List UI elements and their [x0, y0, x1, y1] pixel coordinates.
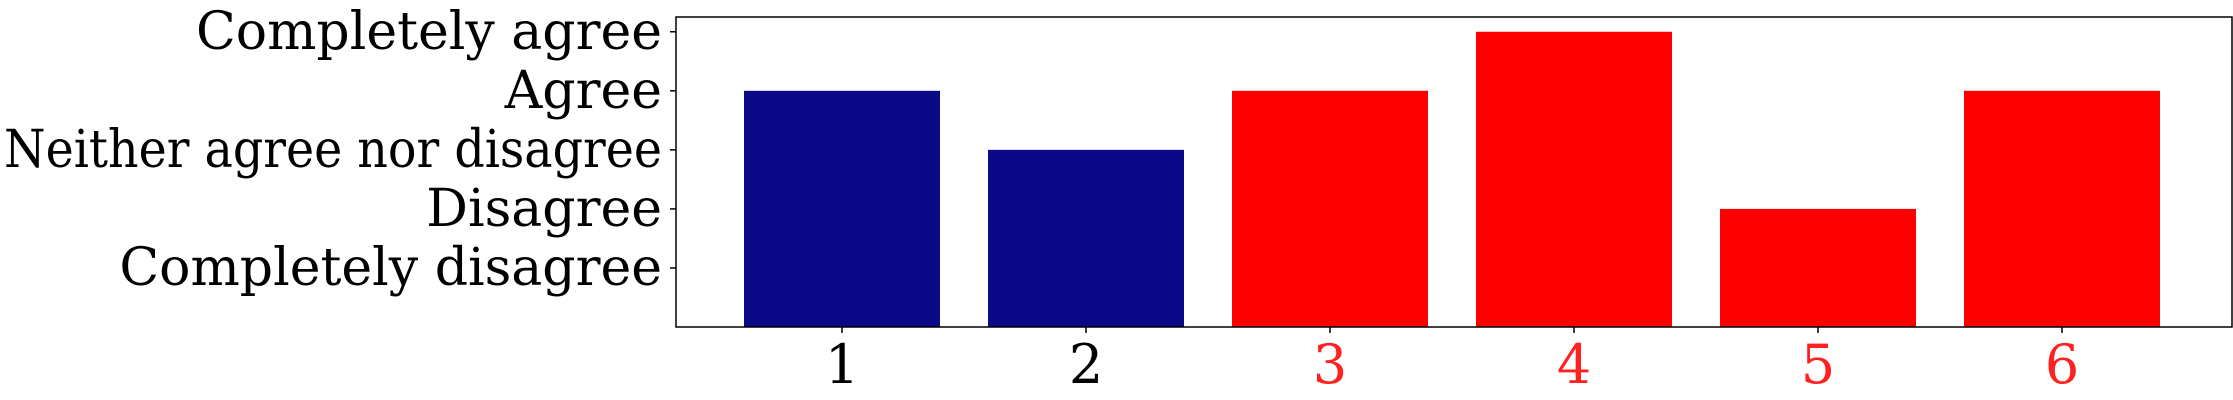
- y-tick-label-2: Disagree: [426, 179, 662, 239]
- bar-1: [744, 90, 940, 327]
- x-tick-label-2: 2: [1069, 333, 1103, 396]
- y-tick-label-1: Completely disagree: [119, 238, 662, 298]
- x-tick-label-3: 3: [1313, 333, 1347, 396]
- plot-frame: [675, 16, 2233, 328]
- x-tick-label-4: 4: [1557, 333, 1591, 396]
- bar-6: [1964, 90, 2160, 327]
- x-tick-label-6: 6: [2045, 333, 2079, 396]
- bars-group: [744, 31, 2160, 328]
- bar-2: [988, 149, 1184, 327]
- bar-3: [1232, 90, 1428, 327]
- x-axis: 1 2 3 4 5 6: [825, 327, 2079, 396]
- y-tick-label-5: Completely agree: [196, 2, 662, 62]
- x-tick-label-1: 1: [825, 333, 859, 396]
- bar-5: [1720, 208, 1916, 327]
- bar-4: [1476, 31, 1672, 328]
- y-tick-label-4: Agree: [504, 61, 662, 121]
- y-tick-label-3: Neither agree nor disagree: [4, 120, 662, 180]
- x-tick-label-5: 5: [1801, 333, 1835, 396]
